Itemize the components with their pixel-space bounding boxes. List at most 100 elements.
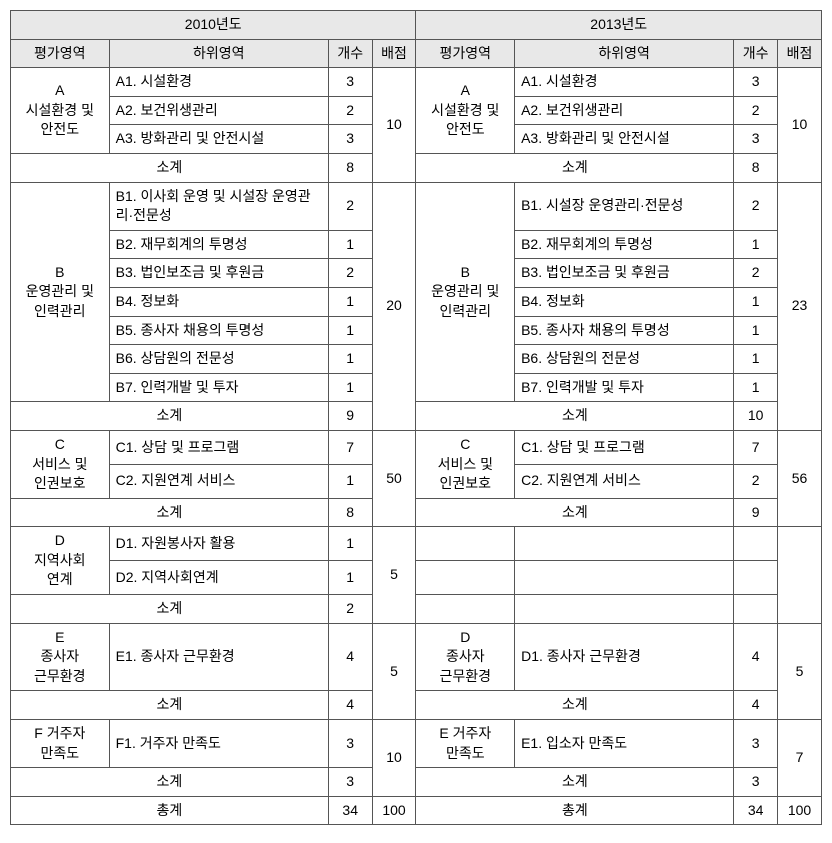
cell: D2. 지역사회연계	[109, 561, 328, 595]
cell: 3	[734, 68, 778, 97]
area-b-pts-2010: 20	[372, 182, 416, 430]
cell: 1	[328, 527, 372, 561]
cell: 1	[328, 464, 372, 498]
cell: B7. 인력개발 및 투자	[109, 373, 328, 402]
subtotal-row: 소계 3 소계 3	[11, 768, 822, 797]
hdr-sub-2013: 하위영역	[515, 39, 734, 68]
cell: C1. 상담 및 프로그램	[109, 430, 328, 464]
empty-cell	[778, 527, 822, 623]
empty-cell	[515, 595, 734, 624]
cell: B4. 정보화	[515, 287, 734, 316]
cell: B2. 재무회계의 투명성	[109, 230, 328, 259]
total-label: 총계	[416, 796, 734, 825]
area-f-pts-2010: 10	[372, 720, 416, 797]
cell: A3. 방화관리 및 안전시설	[515, 125, 734, 154]
empty-cell	[734, 595, 778, 624]
subtotal-row: 소계 8 소계 8	[11, 153, 822, 182]
cell: A2. 보건위생관리	[515, 96, 734, 125]
hdr-cnt-2010: 개수	[328, 39, 372, 68]
cell: B5. 종사자 채용의 투명성	[515, 316, 734, 345]
area-f-2013: E 거주자만족도	[416, 720, 515, 768]
cell: 3	[328, 125, 372, 154]
empty-cell	[734, 561, 778, 595]
table-row: E종사자근무환경 E1. 종사자 근무환경 4 5 D종사자근무환경 D1. 종…	[11, 623, 822, 691]
cell: 3	[328, 68, 372, 97]
area-c-2010: C서비스 및인권보호	[11, 430, 110, 498]
cell: A1. 시설환경	[109, 68, 328, 97]
cell: 2	[328, 96, 372, 125]
empty-cell	[416, 527, 515, 561]
cell: B6. 상담원의 전문성	[515, 345, 734, 374]
empty-cell	[416, 561, 515, 595]
table-row: A시설환경 및안전도 A1. 시설환경 3 10 A시설환경 및안전도 A1. …	[11, 68, 822, 97]
total-label: 총계	[11, 796, 329, 825]
table-row: D2. 지역사회연계 1	[11, 561, 822, 595]
subtotal-label: 소계	[11, 768, 329, 797]
cell: D1. 종사자 근무환경	[515, 623, 734, 691]
cell: 10	[734, 402, 778, 431]
cell: 9	[734, 498, 778, 527]
subtotal-label: 소계	[416, 498, 734, 527]
subtotal-row: 소계 8 소계 9	[11, 498, 822, 527]
cell: 1	[328, 373, 372, 402]
total-cnt-2013: 34	[734, 796, 778, 825]
year-2010: 2010년도	[11, 11, 416, 40]
cell: B3. 법인보조금 및 후원금	[109, 259, 328, 288]
cell: 3	[328, 720, 372, 768]
area-e-pts-2013: 5	[778, 623, 822, 719]
hdr-cnt-2013: 개수	[734, 39, 778, 68]
cell: 3	[734, 768, 778, 797]
cell: C2. 지원연계 서비스	[515, 464, 734, 498]
area-d-2010: D지역사회연계	[11, 527, 110, 595]
area-a-pts-2010: 10	[372, 68, 416, 182]
cell: 1	[328, 345, 372, 374]
cell: 7	[328, 430, 372, 464]
area-b-2010: B운영관리 및인력관리	[11, 182, 110, 402]
cell: 1	[328, 561, 372, 595]
cell: 1	[734, 230, 778, 259]
area-e-2013: D종사자근무환경	[416, 623, 515, 691]
area-a-2013: A시설환경 및안전도	[416, 68, 515, 154]
empty-cell	[734, 527, 778, 561]
cell: B4. 정보화	[109, 287, 328, 316]
subtotal-label: 소계	[11, 595, 329, 624]
area-e-pts-2010: 5	[372, 623, 416, 719]
empty-cell	[515, 561, 734, 595]
cell: 1	[328, 230, 372, 259]
area-f-pts-2013: 7	[778, 720, 822, 797]
area-c-pts-2010: 50	[372, 430, 416, 526]
subtotal-row: 소계 9 소계 10	[11, 402, 822, 431]
empty-cell	[416, 595, 515, 624]
empty-cell	[515, 527, 734, 561]
cell: D1. 자원봉사자 활용	[109, 527, 328, 561]
cell: E1. 입소자 만족도	[515, 720, 734, 768]
cell: C2. 지원연계 서비스	[109, 464, 328, 498]
cell: C1. 상담 및 프로그램	[515, 430, 734, 464]
cell: 2	[328, 182, 372, 230]
area-a-pts-2013: 10	[778, 68, 822, 182]
evaluation-table: 2010년도 2013년도 평가영역 하위영역 개수 배점 평가영역 하위영역 …	[10, 10, 822, 825]
area-b-2013: B운영관리 및인력관리	[416, 182, 515, 402]
cell: B7. 인력개발 및 투자	[515, 373, 734, 402]
hdr-area-2013: 평가영역	[416, 39, 515, 68]
total-row: 총계 34 100 총계 34 100	[11, 796, 822, 825]
cell: B6. 상담원의 전문성	[109, 345, 328, 374]
cell: 4	[734, 691, 778, 720]
cell: 4	[328, 623, 372, 691]
table-row: B운영관리 및인력관리 B1. 이사회 운영 및 시설장 운영관리·전문성 2 …	[11, 182, 822, 230]
cell: A1. 시설환경	[515, 68, 734, 97]
subtotal-label: 소계	[416, 402, 734, 431]
cell: 2	[734, 182, 778, 230]
cell: 1	[734, 287, 778, 316]
subtotal-row: 소계 2	[11, 595, 822, 624]
cell: B1. 시설장 운영관리·전문성	[515, 182, 734, 230]
hdr-sub-2010: 하위영역	[109, 39, 328, 68]
hdr-pts-2010: 배점	[372, 39, 416, 68]
area-c-2013: C서비스 및인권보호	[416, 430, 515, 498]
cell: F1. 거주자 만족도	[109, 720, 328, 768]
cell: 7	[734, 430, 778, 464]
table-row: C서비스 및인권보호 C1. 상담 및 프로그램 7 50 C서비스 및인권보호…	[11, 430, 822, 464]
area-f-2010: F 거주자만족도	[11, 720, 110, 768]
total-cnt-2010: 34	[328, 796, 372, 825]
area-a-2010: A시설환경 및안전도	[11, 68, 110, 154]
